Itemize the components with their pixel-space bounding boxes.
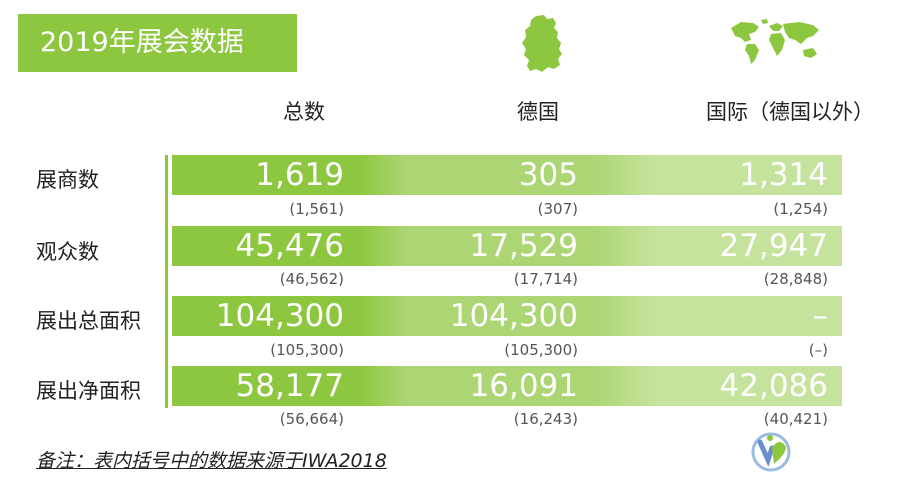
cell-gap xyxy=(592,226,656,266)
prev-exhibitors-germany: (307) xyxy=(537,200,578,218)
row-label-net-area: 展出净面积 xyxy=(36,379,141,403)
cell-exhibitors-germany: 305 xyxy=(406,155,592,195)
prev-net-area-total: (56,664) xyxy=(279,410,344,428)
row-label-gross-area: 展出总面积 xyxy=(36,309,141,333)
cell-gap xyxy=(592,296,656,336)
world-map-icon xyxy=(731,19,819,64)
cell-exhibitors-intl: 1,314 xyxy=(656,155,842,195)
cell-visitors-total: 45,476 xyxy=(172,226,358,266)
row-label-exhibitors: 展商数 xyxy=(36,168,99,192)
prev-net-area-germany: (16,243) xyxy=(513,410,578,428)
logo-icon xyxy=(751,432,791,472)
cell-gap xyxy=(592,155,656,195)
cell-gross-area-germany: 104,300 xyxy=(406,296,592,336)
prev-exhibitors-total: (1,561) xyxy=(289,200,344,218)
cell-gross-area-total: 104,300 xyxy=(172,296,358,336)
footnote: 备注：表内括号中的数据来源于IWA2018 xyxy=(36,450,387,472)
header-international: 国际（德国以外） xyxy=(706,100,874,124)
prev-visitors-total: (46,562) xyxy=(279,270,344,288)
prev-gross-area-intl: (–) xyxy=(808,341,828,359)
cell-exhibitors-total: 1,619 xyxy=(172,155,358,195)
cell-gross-area-intl: – xyxy=(656,296,842,336)
cell-net-area-intl: 42,086 xyxy=(656,366,842,406)
prev-visitors-germany: (17,714) xyxy=(513,270,578,288)
prev-exhibitors-intl: (1,254) xyxy=(773,200,828,218)
cell-gap xyxy=(592,366,656,406)
cell-net-area-germany: 16,091 xyxy=(406,366,592,406)
divider-line xyxy=(165,155,168,408)
germany-map-icon xyxy=(522,15,562,72)
cell-visitors-germany: 17,529 xyxy=(406,226,592,266)
cell-visitors-intl: 27,947 xyxy=(656,226,842,266)
prev-gross-area-germany: (105,300) xyxy=(504,341,578,359)
cell-gap xyxy=(358,155,406,195)
cell-gap xyxy=(358,226,406,266)
prev-gross-area-total: (105,300) xyxy=(270,341,344,359)
header-germany: 德国 xyxy=(517,100,559,124)
header-total: 总数 xyxy=(283,100,325,124)
page-title: 2019年展会数据 xyxy=(18,14,297,72)
prev-net-area-intl: (40,421) xyxy=(763,410,828,428)
row-label-visitors: 观众数 xyxy=(36,240,99,264)
cell-gap xyxy=(358,366,406,406)
cell-net-area-total: 58,177 xyxy=(172,366,358,406)
prev-visitors-intl: (28,848) xyxy=(763,270,828,288)
cell-gap xyxy=(358,296,406,336)
